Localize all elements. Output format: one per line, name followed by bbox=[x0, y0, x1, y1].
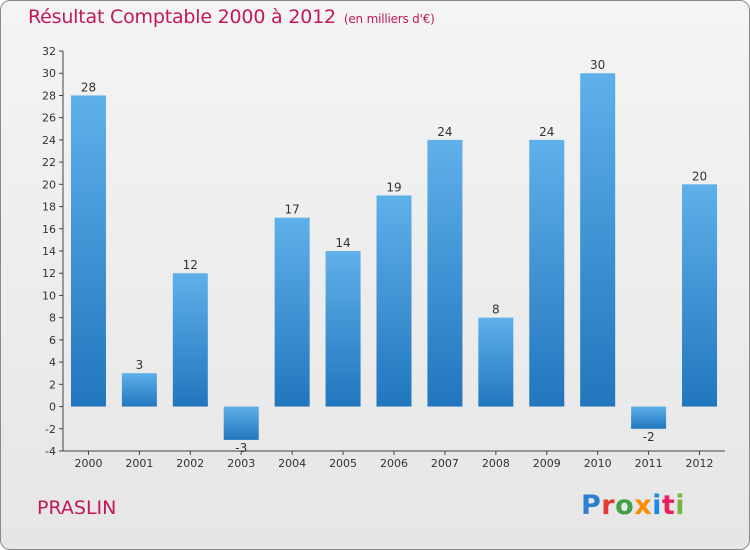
x-tick-label: 2005 bbox=[329, 457, 357, 470]
logo-letter: i bbox=[675, 490, 686, 521]
y-tick-label: 22 bbox=[42, 156, 56, 169]
chart-title: Résultat Comptable 2000 à 2012 (en millie… bbox=[28, 6, 435, 28]
y-tick-label: -2 bbox=[45, 423, 56, 436]
bar-2003 bbox=[223, 406, 259, 440]
bar-2001 bbox=[121, 373, 157, 407]
data-label-2010: 30 bbox=[590, 58, 605, 72]
data-label-2003: -3 bbox=[235, 441, 247, 455]
data-label-2009: 24 bbox=[539, 125, 554, 139]
logo-letter: o bbox=[615, 490, 635, 521]
x-tick-label: 2006 bbox=[380, 457, 408, 470]
logo-letter: r bbox=[601, 490, 616, 521]
x-tick-label: 2010 bbox=[584, 457, 612, 470]
y-tick-label: 12 bbox=[42, 267, 56, 280]
x-tick-label: 2012 bbox=[686, 457, 714, 470]
logo-letter: x bbox=[634, 490, 653, 521]
bar-2000 bbox=[70, 95, 106, 407]
bar-2002 bbox=[172, 273, 208, 407]
bar-2004 bbox=[274, 217, 310, 407]
y-tick-label: 10 bbox=[42, 289, 56, 302]
data-label-2006: 19 bbox=[386, 180, 401, 194]
y-tick-label: 26 bbox=[42, 112, 56, 125]
y-tick-label: 32 bbox=[42, 45, 56, 58]
logo-letter: i bbox=[652, 490, 662, 521]
data-label-2008: 8 bbox=[492, 303, 500, 317]
x-tick-label: 2007 bbox=[431, 457, 459, 470]
x-tick-label: 2001 bbox=[125, 457, 153, 470]
bar-2008 bbox=[478, 317, 514, 407]
y-tick-label: 4 bbox=[49, 356, 56, 369]
bar-2009 bbox=[529, 139, 565, 407]
y-tick-label: 6 bbox=[49, 334, 56, 347]
y-tick-label: 0 bbox=[49, 401, 56, 414]
y-tick-label: 14 bbox=[42, 245, 56, 258]
x-tick-label: 2011 bbox=[635, 457, 663, 470]
bar-2007 bbox=[427, 139, 463, 407]
y-tick-label: 24 bbox=[42, 134, 56, 147]
y-tick-label: 30 bbox=[42, 67, 56, 80]
y-tick-label: 18 bbox=[42, 201, 56, 214]
data-label-2005: 14 bbox=[335, 236, 350, 250]
y-tick-label: 28 bbox=[42, 89, 56, 102]
y-tick-label: 16 bbox=[42, 223, 56, 236]
chart-bars bbox=[70, 73, 718, 440]
bar-2005 bbox=[325, 251, 361, 407]
x-tick-label: 2003 bbox=[227, 457, 255, 470]
data-label-2000: 28 bbox=[81, 80, 96, 94]
x-tick-label: 2000 bbox=[74, 457, 102, 470]
y-tick-label: 8 bbox=[49, 312, 56, 325]
bar-2010 bbox=[580, 73, 616, 407]
x-tick-label: 2008 bbox=[482, 457, 510, 470]
chart-data-labels: 28 3 12 -3 17 14 19 24 8 24 30 -2 20 bbox=[81, 58, 707, 455]
data-label-2007: 24 bbox=[437, 125, 452, 139]
chart-title-text: Résultat Comptable 2000 à 2012 bbox=[28, 6, 336, 28]
data-label-2011: -2 bbox=[643, 430, 655, 444]
y-tick-label: -4 bbox=[45, 445, 56, 458]
x-tick-label: 2004 bbox=[278, 457, 306, 470]
bar-2006 bbox=[376, 195, 412, 407]
proxiti-logo: Proxiti bbox=[581, 490, 685, 521]
data-label-2012: 20 bbox=[692, 169, 707, 183]
data-label-2001: 3 bbox=[136, 358, 144, 372]
logo-letter: t bbox=[661, 490, 676, 521]
logo-letter: P bbox=[581, 490, 602, 521]
x-tick-label: 2009 bbox=[533, 457, 561, 470]
bar-2011 bbox=[631, 406, 667, 429]
data-label-2002: 12 bbox=[183, 258, 198, 272]
data-label-2004: 17 bbox=[285, 203, 300, 217]
x-tick-label: 2002 bbox=[176, 457, 204, 470]
place-name: PRASLIN bbox=[37, 497, 117, 519]
chart-subtitle: (en milliers d'€) bbox=[343, 12, 435, 26]
bar-2012 bbox=[682, 184, 718, 407]
y-tick-label: 20 bbox=[42, 178, 56, 191]
y-tick-label: 2 bbox=[49, 378, 56, 391]
